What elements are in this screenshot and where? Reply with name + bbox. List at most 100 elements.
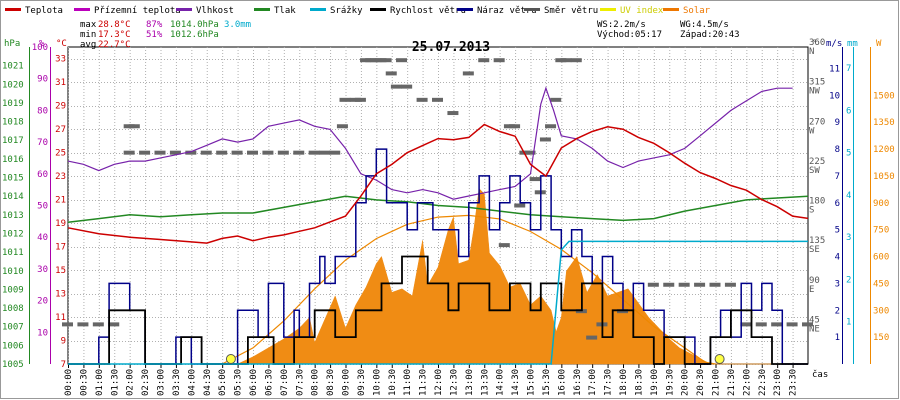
axis-press-tick: 1008 <box>2 304 24 314</box>
axis-press-tick: 1012 <box>2 229 24 239</box>
axis-temp-tick: 13 <box>55 290 66 300</box>
axis-wind-tick: 2 <box>835 306 840 316</box>
axis-wind-tick: 1 <box>835 333 840 343</box>
axis-solar-tick: 750 <box>873 226 889 236</box>
wind-direction-mark <box>154 150 166 155</box>
x-tick-label: 09:00 <box>342 369 352 396</box>
legend-swatch <box>176 8 192 11</box>
axis-temp-tick: 11 <box>55 313 66 323</box>
axis-temp-tick: 19 <box>55 219 66 229</box>
wind-direction-mark <box>740 322 752 327</box>
wind-direction-mark <box>514 203 526 208</box>
wind-direction-mark <box>498 243 510 248</box>
wind-direction-mark <box>509 124 521 129</box>
axis-wind-tick: 6 <box>835 199 840 209</box>
wind-direction-mark <box>786 322 798 327</box>
wind-direction-mark <box>560 58 572 63</box>
x-tick-label: 22:00 <box>742 369 752 396</box>
x-tick-label: 19:30 <box>665 369 675 396</box>
axis-press-tick: 1018 <box>2 118 24 128</box>
x-tick-label: 14:00 <box>496 369 506 396</box>
x-tick-label: 11:00 <box>403 369 413 396</box>
legend-swatch <box>254 8 270 11</box>
axis-hum-tick: 80 <box>37 106 48 116</box>
axis-rain-tick: 4 <box>846 191 851 201</box>
left-axes: hPa% °C1005100610071008100910101011101210… <box>2 39 67 370</box>
legend-item-tlak: Tlak <box>254 6 296 16</box>
chart-title: 25.07.2013 <box>412 40 490 55</box>
stat-min-temp: 17.3°C <box>98 30 131 40</box>
x-tick-label: 04:30 <box>203 369 213 396</box>
x-tick-label: 12:00 <box>434 369 444 396</box>
x-tick-label: 03:00 <box>157 369 167 396</box>
axis-hum-unit: % <box>39 39 45 49</box>
legend-label: Teplota <box>25 6 63 16</box>
legend-swatch <box>524 8 540 11</box>
stat-max-label: max <box>80 20 97 30</box>
axis-temp-tick: 31 <box>55 78 66 88</box>
x-tick-label: 14:30 <box>511 369 521 396</box>
wind-direction-mark <box>586 335 598 340</box>
x-tick-label: 07:30 <box>295 369 305 396</box>
uv-index-marker <box>225 354 236 364</box>
x-tick-label: 18:30 <box>634 369 644 396</box>
legend: Teplota Přízemní teplota Vlhkost Tlak Srážky… <box>5 6 711 16</box>
stat-min-hum: 51% <box>146 30 163 40</box>
legend-swatch <box>663 8 679 11</box>
wind-direction-mark <box>380 58 392 63</box>
wind-direction-mark <box>550 97 562 102</box>
x-tick-label: 06:00 <box>249 369 259 396</box>
series-humidity-line <box>67 86 793 200</box>
wind-direction-mark <box>62 322 73 327</box>
x-tick-label: 09:30 <box>357 369 367 396</box>
wind-direction-mark <box>77 322 89 327</box>
legend-swatch <box>74 8 90 11</box>
x-tick-label: 19:00 <box>650 369 660 396</box>
axis-solar-unit: W <box>876 39 882 49</box>
legend-item-solar: Solar <box>663 6 711 16</box>
axis-hum-tick: 90 <box>37 75 48 85</box>
x-tick-label: 05:00 <box>218 369 228 396</box>
axis-press-tick: 1005 <box>2 360 24 370</box>
stat-avg-label: avg <box>80 40 96 50</box>
legend-label: Srážky <box>330 6 363 16</box>
legend-item-smer: Směr větru <box>524 6 598 16</box>
legend-label: Náraz větru <box>477 6 537 16</box>
axis-dir-compass: S <box>809 206 814 216</box>
series-solar-area <box>68 187 808 365</box>
wind-direction-mark <box>92 322 104 327</box>
axis-temp-tick: 27 <box>55 125 66 135</box>
axis-press-tick: 1006 <box>2 341 24 351</box>
axis-dir-tick: 90 <box>809 276 820 286</box>
x-axis: 00:00 00:30 01:00 01:30 02:00 02:30 03:00 03:30… <box>64 364 828 396</box>
x-axis-label: čas <box>812 369 828 380</box>
legend-label: Tlak <box>274 6 296 16</box>
wind-direction-mark <box>709 282 721 287</box>
axis-temp-tick: 23 <box>55 172 66 182</box>
x-tick-label: 15:30 <box>542 369 552 396</box>
axis-wind-unit: m/s <box>826 39 842 49</box>
legend-label: Vlhkost <box>196 6 234 16</box>
legend-swatch <box>5 8 21 11</box>
axis-press-tick: 1019 <box>2 99 24 109</box>
wind-direction-mark <box>724 282 736 287</box>
stat-wind-gust: WG:4.5m/s <box>680 20 729 30</box>
wind-direction-mark <box>694 282 706 287</box>
wind-direction-mark <box>318 150 330 155</box>
axis-wind-tick: 4 <box>835 253 840 263</box>
wind-direction-mark <box>216 150 228 155</box>
axis-solar-tick: 150 <box>873 333 889 343</box>
axis-wind-tick: 7 <box>835 172 840 182</box>
wind-direction-mark <box>231 150 243 155</box>
x-tick-label: 08:30 <box>326 369 336 396</box>
axis-temp-tick: 29 <box>55 102 66 112</box>
axis-solar-tick: 1350 <box>873 118 895 128</box>
legend-label: Rychlost větru <box>390 6 466 16</box>
wind-direction-mark <box>663 282 675 287</box>
axis-dir-tick: 225 <box>809 157 825 167</box>
axis-press-tick: 1011 <box>2 248 24 258</box>
axis-dir-compass: SW <box>809 166 820 176</box>
axis-rain-tick: 7 <box>846 64 851 74</box>
legend-label: UV index <box>620 6 664 16</box>
axis-wind-tick: 9 <box>835 118 840 128</box>
